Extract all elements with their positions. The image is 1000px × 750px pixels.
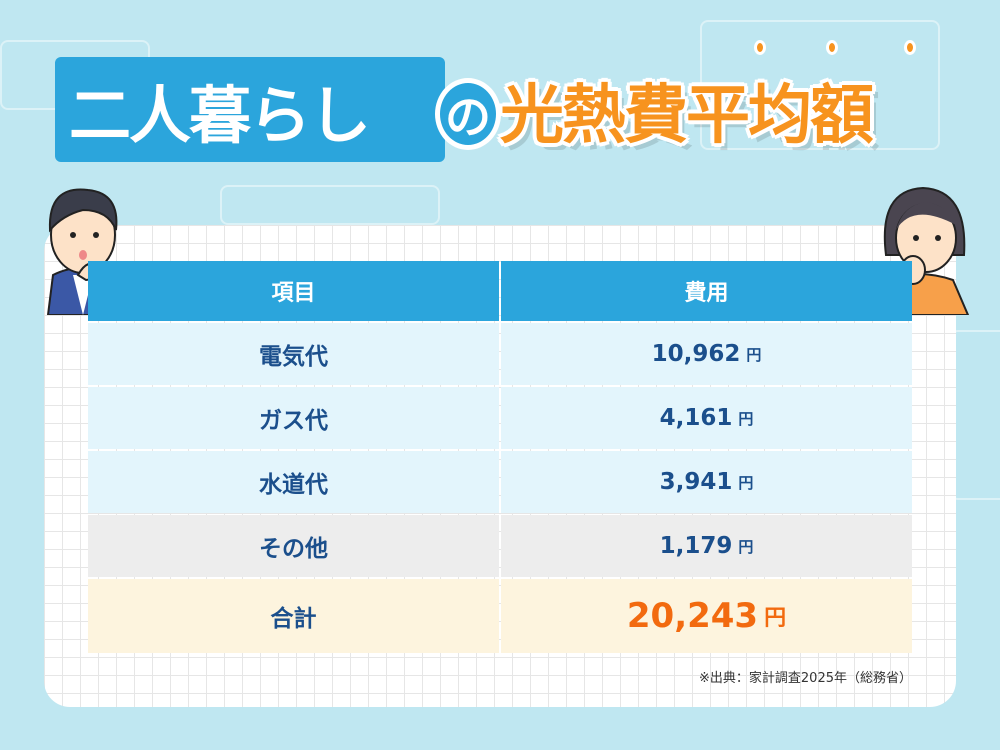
table-row: ガス代 4,161 円 [88,387,912,449]
unit: 円 [738,537,754,556]
emphasis-dot [826,40,838,55]
table-row: 水道代 3,941 円 [88,451,912,513]
row-item: ガス代 [88,387,499,449]
row-item: その他 [88,515,499,577]
background-decoration [700,20,940,150]
source-note: ※出典：家計調査2025年（総務省） [699,671,912,686]
row-item: 水道代 [88,451,499,513]
amount: 10,962 [651,341,741,367]
table-header-row: 項目 費用 [88,261,912,321]
header-item: 項目 [88,261,499,321]
row-item: 電気代 [88,323,499,385]
emphasis-dot [754,40,766,55]
title-connector: の [435,78,501,150]
title-left: 二人暮らし [55,57,445,162]
unit: 円 [764,606,787,631]
table-row: 電気代 10,962 円 [88,323,912,385]
header-cost: 費用 [501,261,912,321]
amount: 4,161 [659,405,733,431]
amount: 3,941 [659,469,733,495]
row-cost: 1,179 円 [501,515,912,577]
row-cost: 4,161 円 [501,387,912,449]
row-cost: 3,941 円 [501,451,912,513]
table-row: その他 1,179 円 [88,515,912,577]
table-total-row: 合計 20,243 円 [88,579,912,653]
total-amount: 20,243 [626,596,759,636]
emphasis-dot [904,40,916,55]
unit: 円 [746,345,762,364]
row-cost: 10,962 円 [501,323,912,385]
total-cost: 20,243 円 [501,579,912,653]
unit: 円 [738,409,754,428]
background-decoration [950,330,1000,500]
background-decoration [220,185,440,225]
unit: 円 [738,473,754,492]
title-right: 光熱費平均額 [500,79,874,153]
amount: 1,179 [659,533,733,559]
utility-cost-table: 項目 費用 電気代 10,962 円 ガス代 4,161 円 水道代 3,941 円 … [88,261,912,655]
total-label: 合計 [88,579,499,653]
